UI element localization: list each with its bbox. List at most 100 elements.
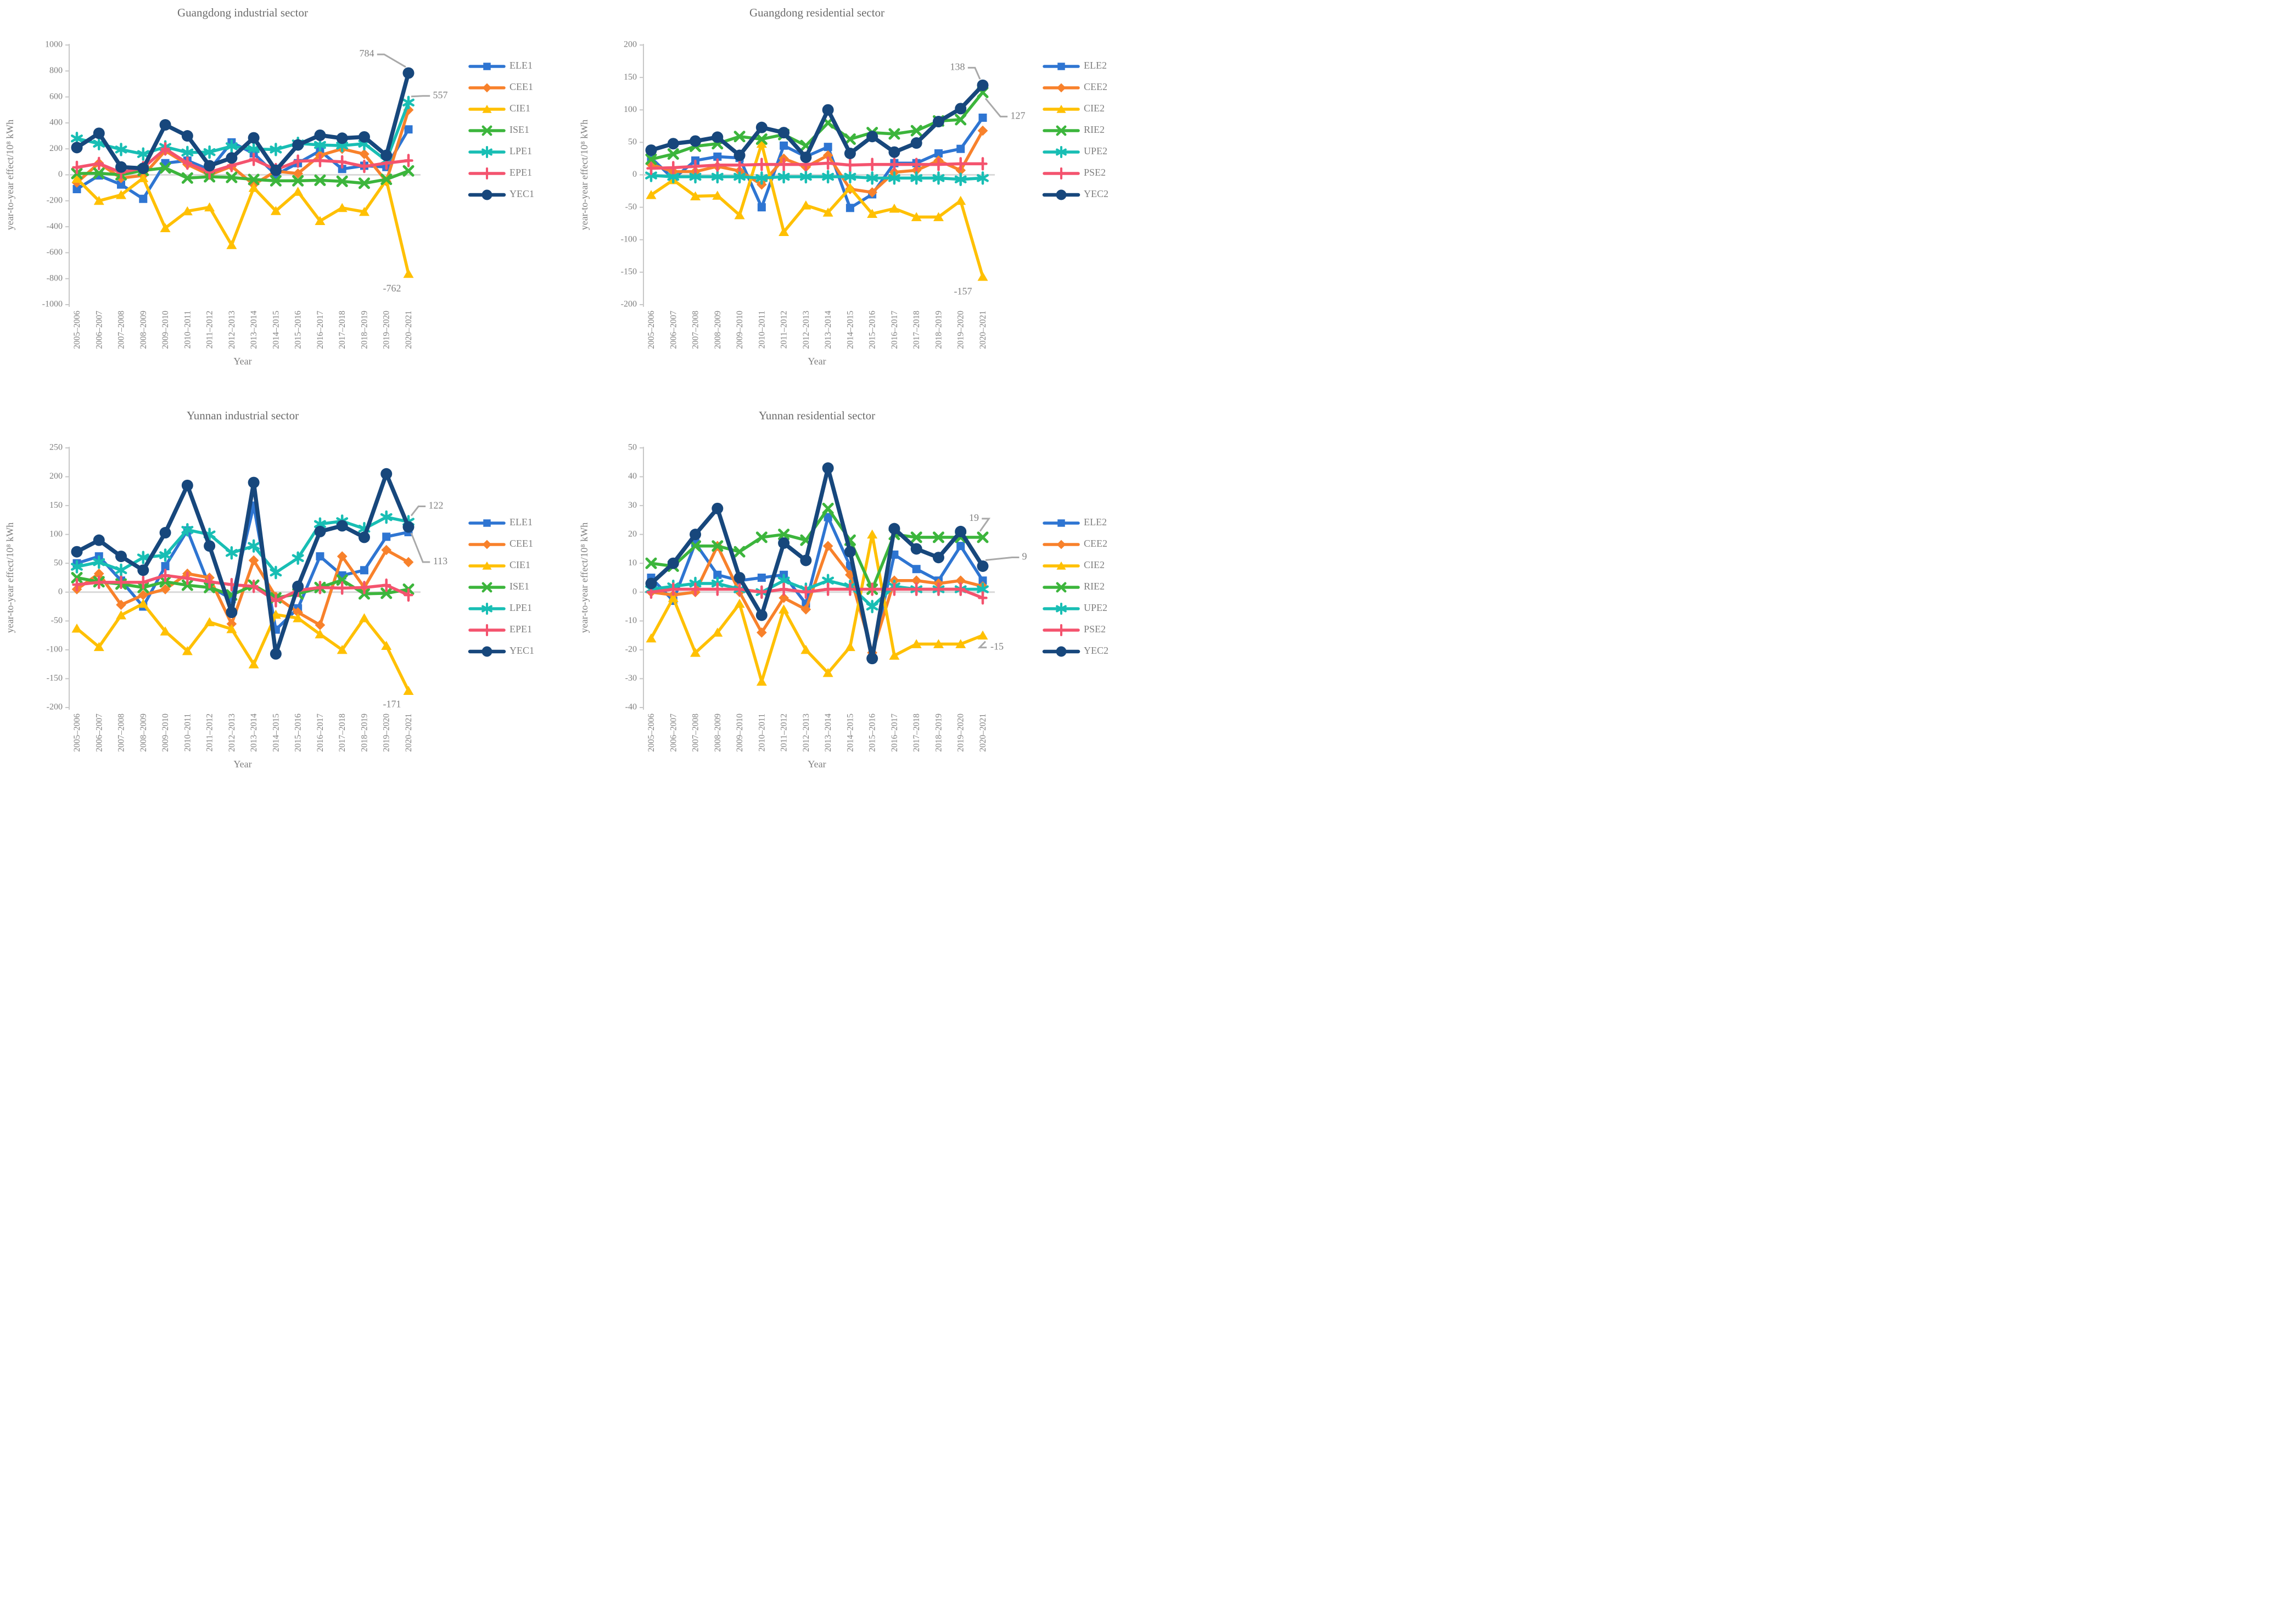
legend-item-CEE2: CEE2 xyxy=(1043,538,1107,549)
x-axis-tick-label: 2014–2015 xyxy=(845,714,855,752)
x-axis-tick-label: 2014–2015 xyxy=(271,714,281,752)
series-ISE1-marker xyxy=(336,574,348,586)
series-ELE2-line xyxy=(649,515,984,658)
legend-item-CIE2: CIE2 xyxy=(1043,559,1105,570)
series-YEC2-marker xyxy=(977,560,989,572)
series-YEC2-marker xyxy=(955,103,967,115)
series-CIE2-marker xyxy=(889,203,900,213)
y-axis-tick-label: 600 xyxy=(49,92,63,101)
legend-item-ELE1: ELE1 xyxy=(468,60,533,71)
legend-item-CEE1: CEE1 xyxy=(468,81,533,93)
legend-marker-RIE2 xyxy=(1056,582,1067,593)
legend-marker-ELE2 xyxy=(1057,519,1065,527)
x-axis-tick-label: 2013–2014 xyxy=(249,714,259,752)
series-EPE1-marker xyxy=(359,159,369,173)
legend-label-ELE2: ELE2 xyxy=(1084,517,1107,527)
series-CIE1-marker xyxy=(71,173,82,183)
series-CIE1-marker xyxy=(226,240,237,249)
x-axis-tick-label: 2018–2019 xyxy=(934,714,943,752)
legend-label-CIE1: CIE1 xyxy=(509,103,530,114)
series-YEC2-marker xyxy=(977,79,989,91)
series-RIE2-marker xyxy=(932,531,944,543)
series-LPE1-marker xyxy=(380,510,393,524)
series-RIE2-marker xyxy=(977,531,989,543)
legend-label-ISE1: ISE1 xyxy=(509,581,529,592)
legend-item-ISE1: ISE1 xyxy=(468,124,529,136)
series-UPE2-line xyxy=(649,579,984,608)
series-YEC2-marker xyxy=(733,149,746,161)
x-axis-tick-label: 2016–2017 xyxy=(890,714,899,752)
series-CIE2-marker xyxy=(668,593,679,602)
series-CEE1-marker xyxy=(226,619,237,629)
series-PSE2-marker xyxy=(757,585,767,599)
legend-label-CEE1: CEE1 xyxy=(509,538,533,549)
x-axis-tick-label: 2014–2015 xyxy=(845,311,855,349)
series-YEC1-marker xyxy=(336,132,348,144)
legend-item-YEC1: YEC1 xyxy=(468,645,534,657)
series-PSE2-line xyxy=(649,161,984,170)
series-CIE2-marker xyxy=(734,598,745,608)
y-axis-tick-label: -800 xyxy=(47,273,63,283)
series-PSE2-marker xyxy=(668,582,679,596)
legend-label-UPE2: UPE2 xyxy=(1084,602,1107,613)
x-axis-tick-label: 2012–2013 xyxy=(227,714,237,752)
series-YEC2-marker xyxy=(667,557,679,569)
series-CIE1-marker xyxy=(315,629,326,639)
legend-item-ISE1: ISE1 xyxy=(468,581,529,593)
series-ELE2-marker xyxy=(956,542,965,551)
series-RIE2-marker xyxy=(733,131,746,143)
series-ELE1-marker xyxy=(338,165,346,173)
legend-label-CIE2: CIE2 xyxy=(1084,103,1105,114)
series-LPE1-marker xyxy=(225,546,238,560)
series-UPE2 xyxy=(645,169,989,187)
y-axis-tick-label: 0 xyxy=(632,170,637,179)
y-axis-tick-label: 50 xyxy=(54,558,63,568)
series-CIE2-marker xyxy=(734,210,745,220)
series-EPE1-marker xyxy=(72,577,82,592)
series-RIE2-marker xyxy=(778,529,790,541)
y-axis-tick-label: 400 xyxy=(49,118,63,127)
series-EPE1-marker xyxy=(160,142,170,156)
annotation-label-784: 784 xyxy=(360,48,374,59)
series-YEC2-marker xyxy=(733,572,746,583)
series-YEC2-marker xyxy=(690,529,702,541)
series-CIE1-marker xyxy=(337,644,348,654)
series-YEC1-marker xyxy=(292,580,304,592)
legend-marker-UPE2 xyxy=(1056,602,1067,615)
series-EPE1-marker xyxy=(337,155,347,169)
series-CIE1 xyxy=(71,173,414,278)
series-LPE1-marker xyxy=(137,147,149,161)
series-ELE2-marker xyxy=(757,574,766,582)
legend-label-YEC1: YEC1 xyxy=(509,645,534,656)
series-LPE1-marker xyxy=(270,565,282,580)
series-YEC1-marker xyxy=(358,131,370,143)
series-CIE2-marker xyxy=(844,183,855,192)
x-axis-tick-label: 2017–2018 xyxy=(912,311,921,349)
series-YEC2-marker xyxy=(712,131,724,143)
legend-item-UPE2: UPE2 xyxy=(1043,145,1107,159)
x-axis-title: Year xyxy=(233,759,251,770)
series-EPE1-marker xyxy=(182,156,193,170)
series-EPE1-marker xyxy=(249,153,259,166)
annotation-label-557: 557 xyxy=(433,89,448,100)
legend-marker-CIE2 xyxy=(1056,104,1066,113)
series-CIE1-marker xyxy=(270,206,281,215)
series-ISE1-marker xyxy=(181,172,193,184)
series-CIE1-line xyxy=(75,176,410,276)
legend-item-YEC2: YEC2 xyxy=(1042,188,1108,200)
series-YEC1-marker xyxy=(314,525,326,537)
series-RIE2-marker xyxy=(755,531,768,543)
series-CIE1-marker xyxy=(160,223,171,232)
series-ELE2-marker xyxy=(780,141,788,150)
annotation-leader--15 xyxy=(977,641,987,649)
x-axis-tick-label: 2009–2010 xyxy=(161,311,170,349)
series-CEE2-marker xyxy=(867,187,878,198)
series-PSE2 xyxy=(646,582,988,605)
y-axis-tick-label: 0 xyxy=(58,587,63,596)
series-CIE2-line xyxy=(649,142,984,278)
y-axis-tick-label: 40 xyxy=(628,471,637,481)
legend-marker-ELE1 xyxy=(483,63,491,70)
series-LPE1-marker xyxy=(93,555,105,569)
series-ELE2-marker xyxy=(757,203,766,212)
series-CIE2-marker xyxy=(977,272,988,281)
